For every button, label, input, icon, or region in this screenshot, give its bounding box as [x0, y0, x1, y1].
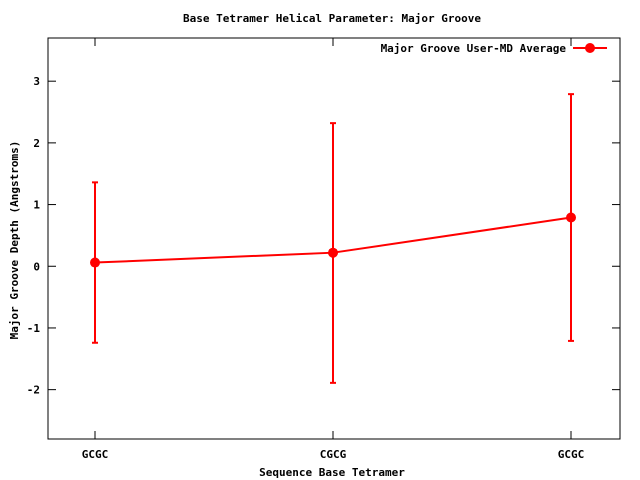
error-bars [92, 93, 574, 384]
x-axis-label: Sequence Base Tetramer [259, 466, 405, 479]
legend: Major Groove User-MD Average [381, 42, 607, 55]
series-points [90, 212, 576, 268]
data-point-marker [328, 247, 338, 258]
y-tick-label: 2 [33, 137, 40, 150]
y-tick-label: -2 [27, 384, 40, 397]
y-axis-ticks: -2 -1 0 1 2 3 [27, 75, 620, 397]
data-point-marker [90, 257, 100, 268]
x-tick-label: GCGC [82, 448, 109, 461]
y-tick-label: 3 [33, 75, 40, 88]
legend-series-marker [585, 43, 595, 53]
x-tick-label: CGCG [320, 448, 347, 461]
y-axis-label: Major Groove Depth (Angstroms) [8, 141, 21, 340]
y-tick-label: -1 [27, 322, 41, 335]
chart-title: Base Tetramer Helical Parameter: Major G… [183, 12, 481, 25]
legend-series-label: Major Groove User-MD Average [381, 42, 567, 55]
y-tick-label: 0 [33, 260, 40, 273]
y-tick-label: 1 [33, 199, 40, 212]
plot-frame [47, 37, 621, 440]
x-axis-ticks: GCGC CGCG GCGC [82, 38, 585, 461]
x-tick-label: GCGC [558, 448, 585, 461]
data-point-marker [566, 212, 576, 223]
